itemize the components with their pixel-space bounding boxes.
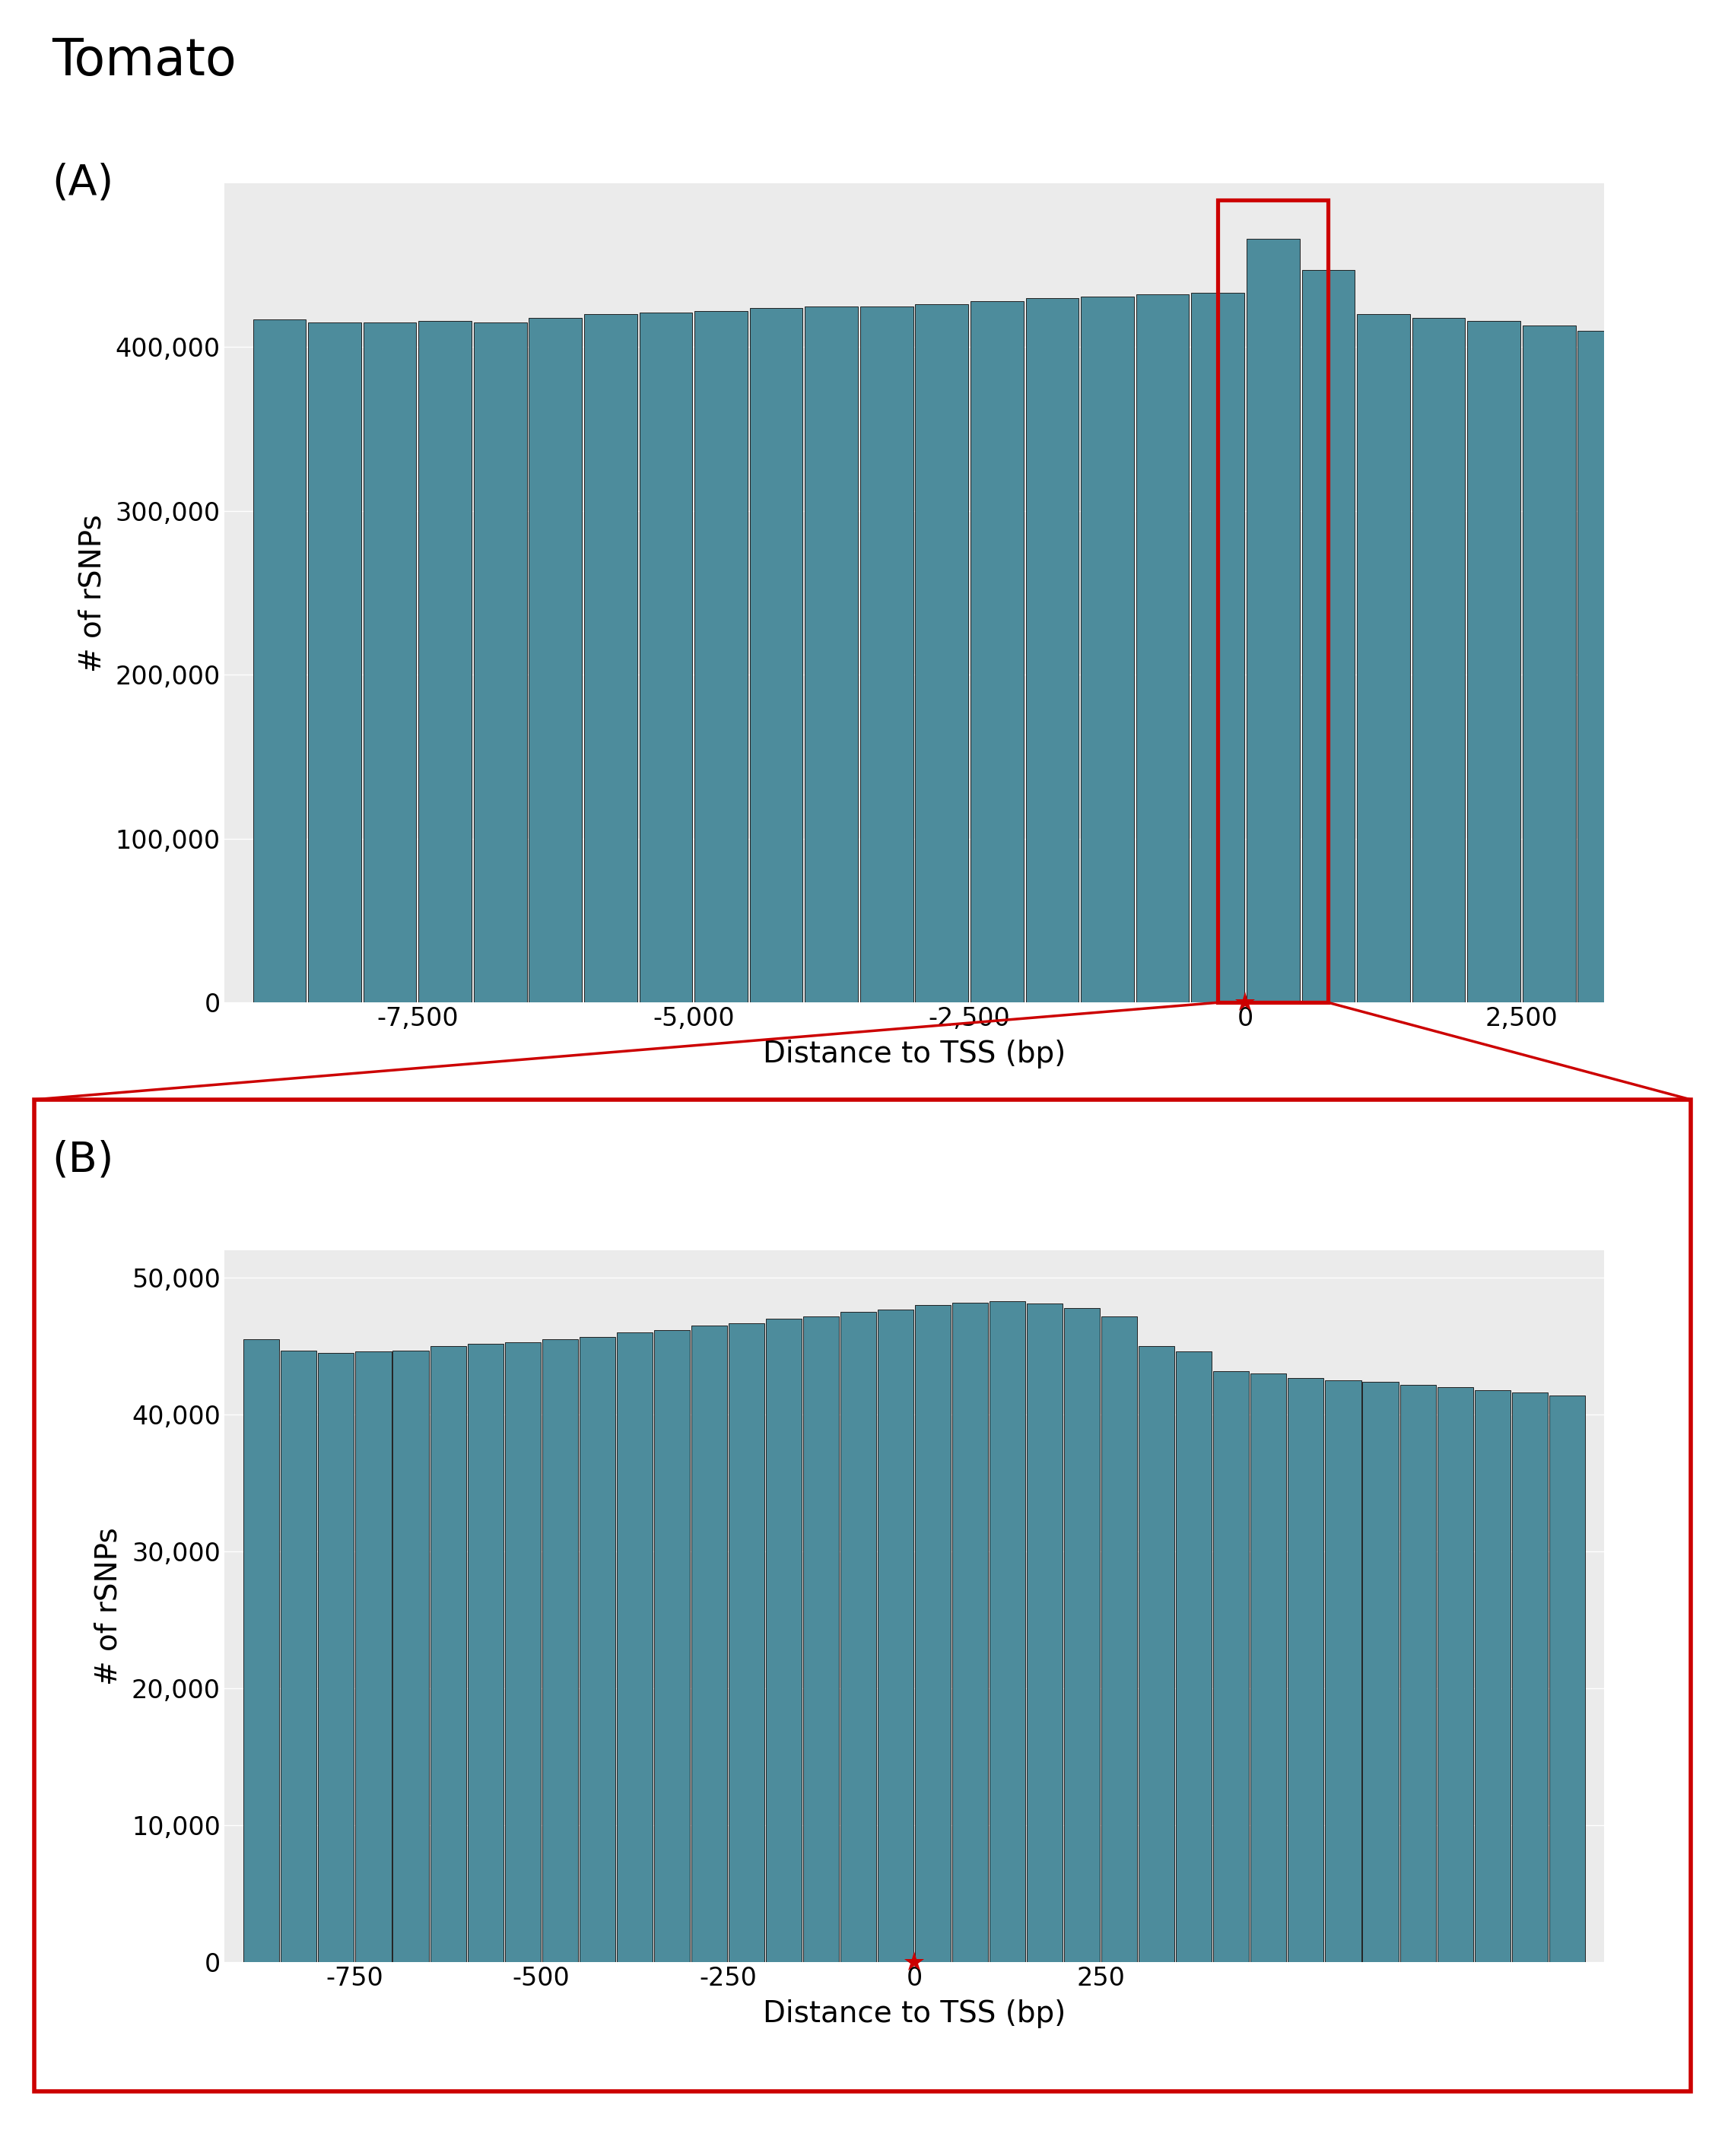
Bar (542, 1339, 578, 1962)
Bar (1413, 317, 1465, 1003)
Bar (640, 313, 692, 1003)
X-axis label: Distance to TSS (bp): Distance to TSS (bp) (762, 1039, 1066, 1069)
Bar (1302, 270, 1354, 1003)
Bar (616, 1332, 652, 1962)
Bar (1358, 315, 1409, 1003)
Bar (971, 302, 1023, 1003)
Bar (1523, 326, 1575, 1003)
Bar (1401, 1384, 1435, 1962)
Bar (1511, 1393, 1547, 1962)
Text: (B): (B) (52, 1138, 114, 1181)
Bar (1363, 1382, 1399, 1962)
Bar (1213, 1371, 1249, 1962)
Bar (419, 321, 471, 1003)
Bar (806, 306, 857, 1003)
Bar (878, 1309, 914, 1962)
Bar (728, 1324, 764, 1962)
Bar (695, 310, 747, 1003)
Bar (1325, 1380, 1361, 1962)
Bar (1289, 1378, 1323, 1962)
Bar (1437, 1386, 1473, 1962)
Bar (1026, 298, 1078, 1003)
Bar (430, 1345, 466, 1962)
Y-axis label: # of rSNPs: # of rSNPs (78, 513, 107, 673)
Bar (355, 1352, 392, 1962)
Bar (1468, 321, 1520, 1003)
Bar (1247, 239, 1299, 1003)
Bar (766, 1319, 802, 1962)
Bar (861, 306, 913, 1003)
Y-axis label: # of rSNPs: # of rSNPs (95, 1526, 122, 1686)
Bar (654, 1330, 690, 1962)
Bar (1689, 341, 1725, 1003)
Bar (1192, 293, 1244, 1003)
Bar (254, 319, 305, 1003)
Bar (281, 1350, 317, 1962)
Bar (364, 323, 416, 1003)
Bar (580, 1337, 616, 1962)
Bar (585, 315, 637, 1003)
Bar (1549, 1395, 1585, 1962)
Bar (750, 308, 802, 1003)
Bar (1578, 330, 1630, 1003)
Bar (467, 1343, 504, 1962)
Text: (A): (A) (52, 162, 114, 205)
Text: Tomato: Tomato (52, 37, 236, 86)
Bar (243, 1339, 279, 1962)
Bar (692, 1326, 726, 1962)
Bar (1138, 1345, 1175, 1962)
Bar (1102, 1315, 1137, 1962)
Bar (952, 1302, 988, 1962)
Bar (916, 304, 968, 1003)
Bar (505, 1343, 540, 1962)
Bar (1251, 1373, 1287, 1962)
Bar (840, 1313, 876, 1962)
Bar (309, 323, 361, 1003)
Bar (317, 1354, 354, 1962)
Bar (530, 317, 581, 1003)
Bar (1082, 295, 1133, 1003)
Bar (1475, 1391, 1511, 1962)
Bar (1176, 1352, 1213, 1962)
X-axis label: Distance to TSS (bp): Distance to TSS (bp) (762, 1999, 1066, 2029)
Bar (1137, 295, 1189, 1003)
Bar (914, 1304, 950, 1962)
Bar (1064, 1309, 1101, 1962)
Bar (474, 323, 526, 1003)
Bar (1026, 1304, 1063, 1962)
Bar (990, 1300, 1025, 1962)
Bar (393, 1350, 428, 1962)
Bar (1634, 334, 1685, 1003)
Bar (804, 1315, 838, 1962)
